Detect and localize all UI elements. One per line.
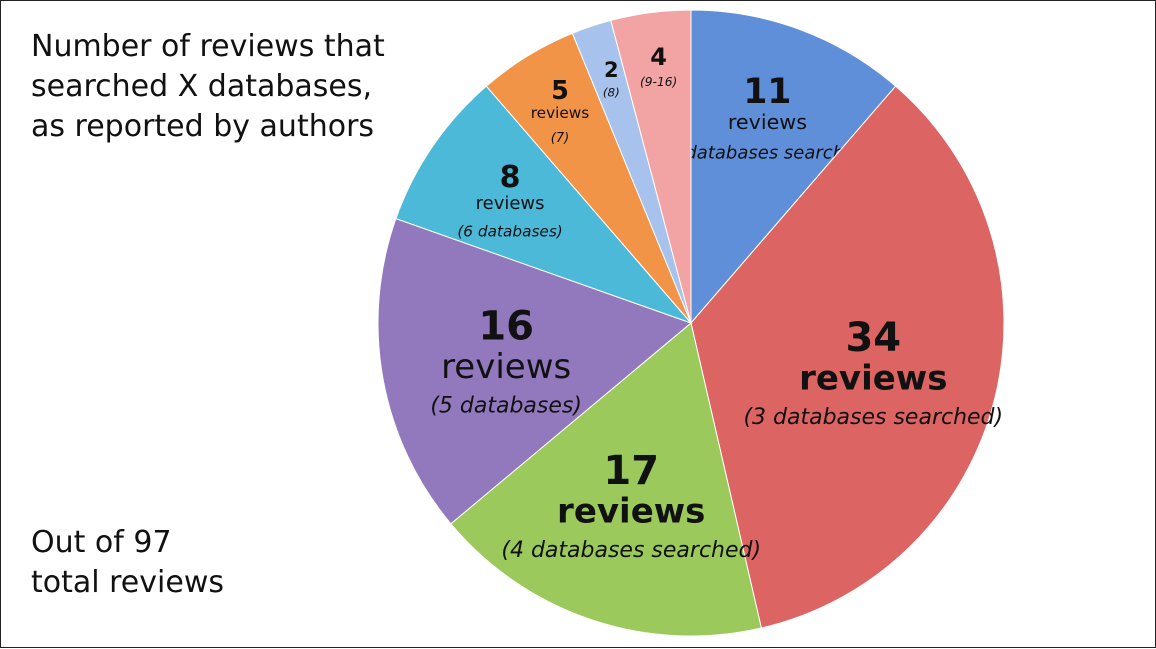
unit-label: reviews — [728, 110, 807, 134]
category-label: (2 databases searched) — [661, 143, 873, 164]
pie-slice — [377, 217, 692, 525]
value-label: 34 — [845, 315, 901, 361]
value-label: 5 — [551, 76, 569, 106]
unit-label: reviews — [476, 193, 545, 214]
value-label: 16 — [478, 303, 534, 349]
category-label: (7) — [551, 131, 569, 146]
category-label: (6 databases) — [457, 222, 562, 240]
value-label: 8 — [500, 160, 521, 195]
value-label: 17 — [603, 448, 659, 494]
pie-slice — [690, 9, 897, 325]
pie-slice — [450, 322, 762, 637]
category-label: (4 databases searched) — [501, 538, 761, 563]
category-label: (9-16) — [640, 75, 677, 89]
value-label: 4 — [650, 43, 667, 71]
pie-slice — [690, 85, 1005, 629]
value-label: 11 — [743, 72, 791, 112]
unit-label: reviews — [799, 359, 947, 399]
unit-label: reviews — [531, 104, 590, 122]
pie-slice — [395, 85, 693, 325]
unit-label: reviews — [441, 347, 571, 387]
category-label: (5 databases) — [430, 393, 582, 418]
pie-slice — [610, 9, 692, 324]
unit-label: reviews — [557, 492, 705, 532]
chart-title: Number of reviews that searched X databa… — [31, 29, 385, 144]
category-label: (3 databases searched) — [743, 405, 1003, 430]
category-label: (8) — [603, 85, 620, 99]
annotation: Out of 97 total reviews — [31, 525, 224, 600]
value-label: 2 — [604, 58, 619, 82]
